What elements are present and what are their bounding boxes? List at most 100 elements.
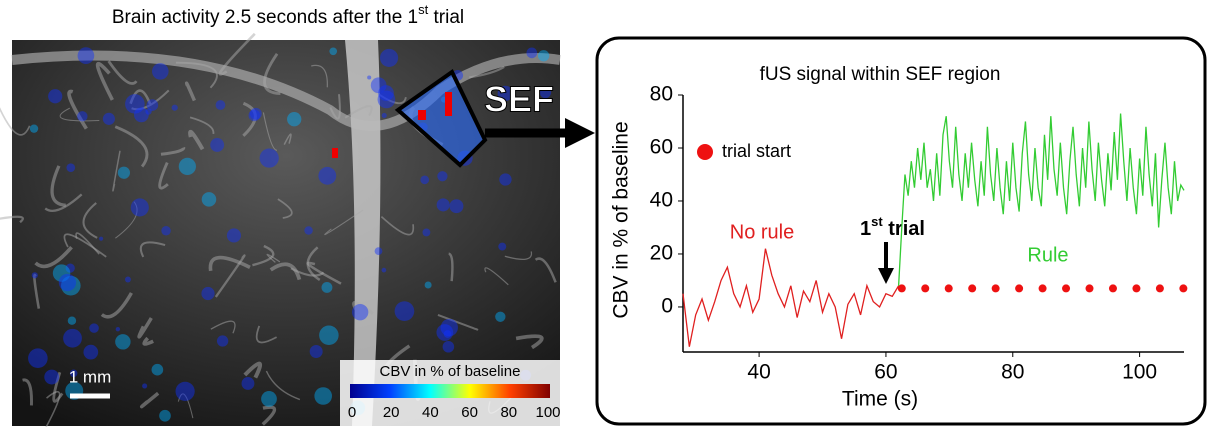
activity bbox=[67, 316, 77, 325]
activity bbox=[102, 112, 115, 125]
activity bbox=[309, 345, 323, 359]
activity bbox=[178, 157, 196, 176]
chart-title: fUS signal within SEF region bbox=[760, 64, 1001, 85]
vessel bbox=[261, 405, 277, 426]
image-title: Brain activity 2.5 seconds after the 1st… bbox=[112, 2, 464, 28]
sef-region bbox=[394, 69, 488, 168]
vessel bbox=[484, 267, 509, 286]
activity bbox=[329, 47, 338, 56]
trial-start-marker bbox=[944, 284, 953, 293]
vessel bbox=[277, 198, 293, 219]
vessel bbox=[115, 201, 138, 239]
activity bbox=[151, 363, 164, 376]
y-axis-label: CBV in % of baseline bbox=[610, 121, 633, 318]
trial-start-marker bbox=[1085, 284, 1094, 293]
vessel bbox=[218, 32, 256, 76]
activity bbox=[377, 90, 396, 109]
vessel bbox=[100, 292, 133, 319]
series-line bbox=[682, 248, 900, 347]
activity bbox=[115, 334, 131, 350]
activity bbox=[31, 272, 38, 279]
vessel bbox=[112, 150, 121, 192]
activity bbox=[151, 63, 169, 80]
vessel bbox=[158, 162, 169, 190]
region-label: SEF bbox=[484, 79, 554, 120]
vessel bbox=[344, 105, 373, 119]
vessel bbox=[329, 94, 341, 120]
activity bbox=[378, 85, 394, 101]
y-tick-label: 40 bbox=[650, 189, 673, 212]
activity bbox=[499, 173, 512, 186]
vessel bbox=[208, 255, 251, 272]
trial-start-marker bbox=[991, 284, 1000, 293]
activity bbox=[142, 383, 148, 389]
activity bbox=[161, 226, 171, 236]
activity bbox=[367, 75, 372, 80]
vessel bbox=[380, 216, 415, 236]
activity bbox=[216, 335, 229, 347]
vessel bbox=[33, 273, 41, 309]
activity bbox=[130, 198, 149, 217]
vessel bbox=[324, 209, 364, 236]
trial-start-marker bbox=[897, 284, 906, 293]
trial-start-marker bbox=[1062, 284, 1071, 293]
trial-start-marker bbox=[1155, 284, 1164, 293]
activity bbox=[248, 109, 261, 122]
activity bbox=[77, 47, 95, 64]
y-tick-label: 20 bbox=[650, 242, 673, 265]
colorbar bbox=[350, 384, 550, 398]
vessel bbox=[142, 336, 154, 346]
trial-start-marker bbox=[1132, 284, 1141, 293]
annotation: 1st trial bbox=[860, 214, 925, 240]
annotation-arrow-head bbox=[878, 268, 894, 284]
vessel bbox=[469, 66, 505, 79]
vessel bbox=[63, 233, 107, 258]
title-text: trial bbox=[428, 7, 464, 28]
vessel bbox=[252, 244, 275, 267]
activity bbox=[226, 228, 241, 243]
activity bbox=[28, 348, 48, 369]
vessel bbox=[265, 370, 301, 401]
activity bbox=[124, 276, 131, 283]
activity bbox=[498, 242, 507, 251]
vessel bbox=[504, 251, 533, 260]
activity bbox=[29, 124, 39, 133]
hotspot bbox=[445, 92, 452, 116]
activity bbox=[351, 304, 369, 321]
colorbar-tick-label: 40 bbox=[422, 404, 439, 421]
colorbar-tick-label: 60 bbox=[461, 404, 478, 421]
activity bbox=[440, 318, 458, 337]
activity bbox=[437, 171, 448, 182]
activity bbox=[65, 263, 75, 273]
scale-label: 1 mm bbox=[69, 367, 112, 386]
activity bbox=[115, 326, 121, 332]
annotation-sup: st bbox=[871, 214, 883, 229]
trial-start-marker bbox=[1108, 284, 1117, 293]
activity bbox=[69, 369, 78, 378]
activity bbox=[241, 377, 255, 390]
activity bbox=[374, 247, 383, 256]
vessel bbox=[50, 165, 67, 207]
activity bbox=[304, 226, 313, 235]
activity bbox=[171, 104, 178, 111]
trial-start-marker bbox=[1038, 284, 1047, 293]
vessel bbox=[448, 252, 454, 282]
vessel bbox=[59, 107, 100, 122]
vessel bbox=[0, 215, 24, 224]
activity bbox=[379, 48, 399, 67]
activity bbox=[83, 344, 99, 360]
vessel bbox=[184, 81, 197, 102]
vessel bbox=[370, 88, 407, 105]
activity bbox=[145, 108, 152, 115]
activity bbox=[497, 85, 514, 102]
title-sup: st bbox=[418, 2, 429, 17]
vessel bbox=[515, 334, 544, 350]
activity bbox=[370, 77, 387, 94]
activity bbox=[48, 89, 63, 104]
series-label: Rule bbox=[1027, 244, 1068, 266]
activity bbox=[394, 301, 415, 321]
activity bbox=[133, 107, 149, 123]
activity bbox=[125, 94, 145, 114]
vessel bbox=[175, 61, 218, 89]
